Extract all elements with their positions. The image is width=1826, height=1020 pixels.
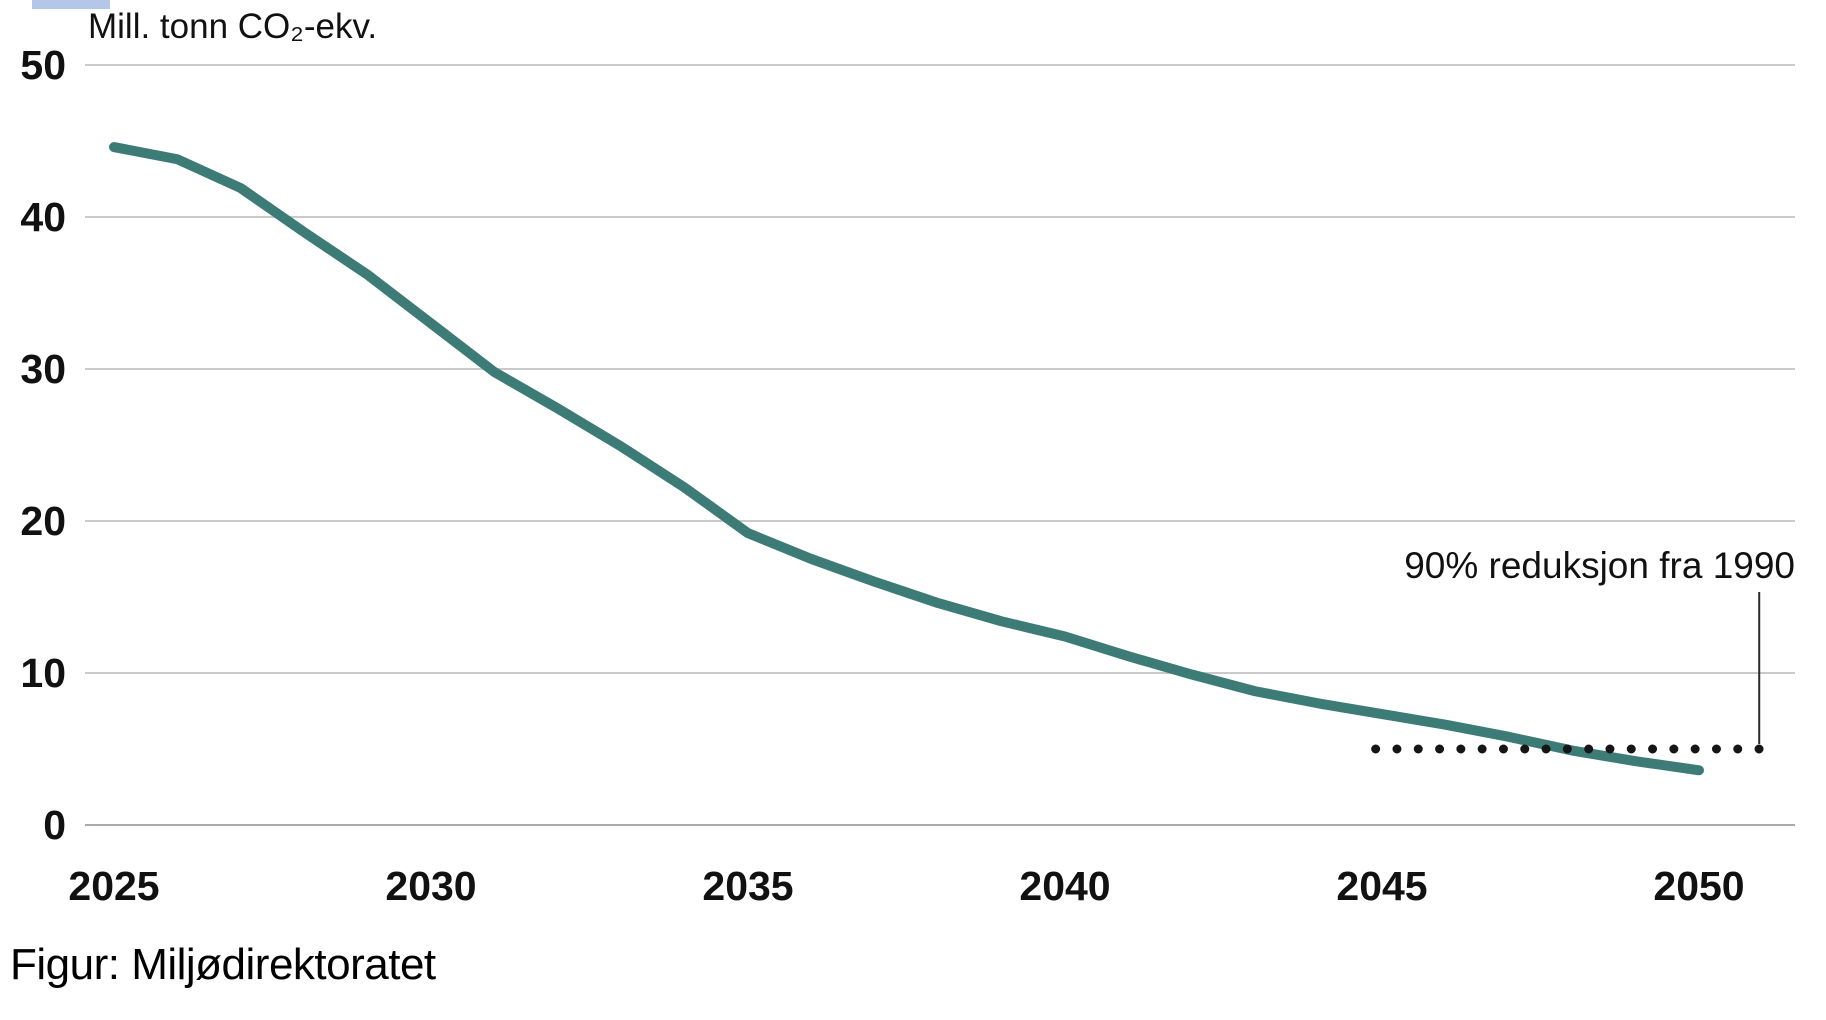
- y-tick-40: 40: [20, 194, 66, 240]
- y-tick-10: 10: [20, 650, 66, 696]
- target-annotation-label: 90% reduksjon fra 1990: [1404, 545, 1795, 586]
- figure-caption: Figur: Miljødirektoratet: [10, 940, 436, 989]
- y-tick-0: 0: [43, 802, 66, 848]
- gridlines: [85, 64, 1795, 826]
- emissions-series-line: [109, 142, 1704, 776]
- x-tick-2025: 2025: [68, 863, 159, 909]
- x-tick-2035: 2035: [702, 863, 793, 909]
- x-tick-2050: 2050: [1653, 863, 1744, 909]
- x-tick-2045: 2045: [1336, 863, 1427, 909]
- y-tick-30: 30: [20, 346, 66, 392]
- x-axis-tick-labels: 2025 2030 2035 2040 2045 2050: [68, 863, 1744, 909]
- y-axis-tick-labels: 0 10 20 30 40 50: [20, 42, 66, 848]
- x-tick-2030: 2030: [385, 863, 476, 909]
- y-tick-20: 20: [20, 498, 66, 544]
- selection-artifact: [32, 0, 110, 9]
- x-tick-2040: 2040: [1019, 863, 1110, 909]
- y-tick-50: 50: [20, 42, 66, 88]
- y-axis-title: Mill. tonn CO₂-ekv.: [88, 7, 377, 46]
